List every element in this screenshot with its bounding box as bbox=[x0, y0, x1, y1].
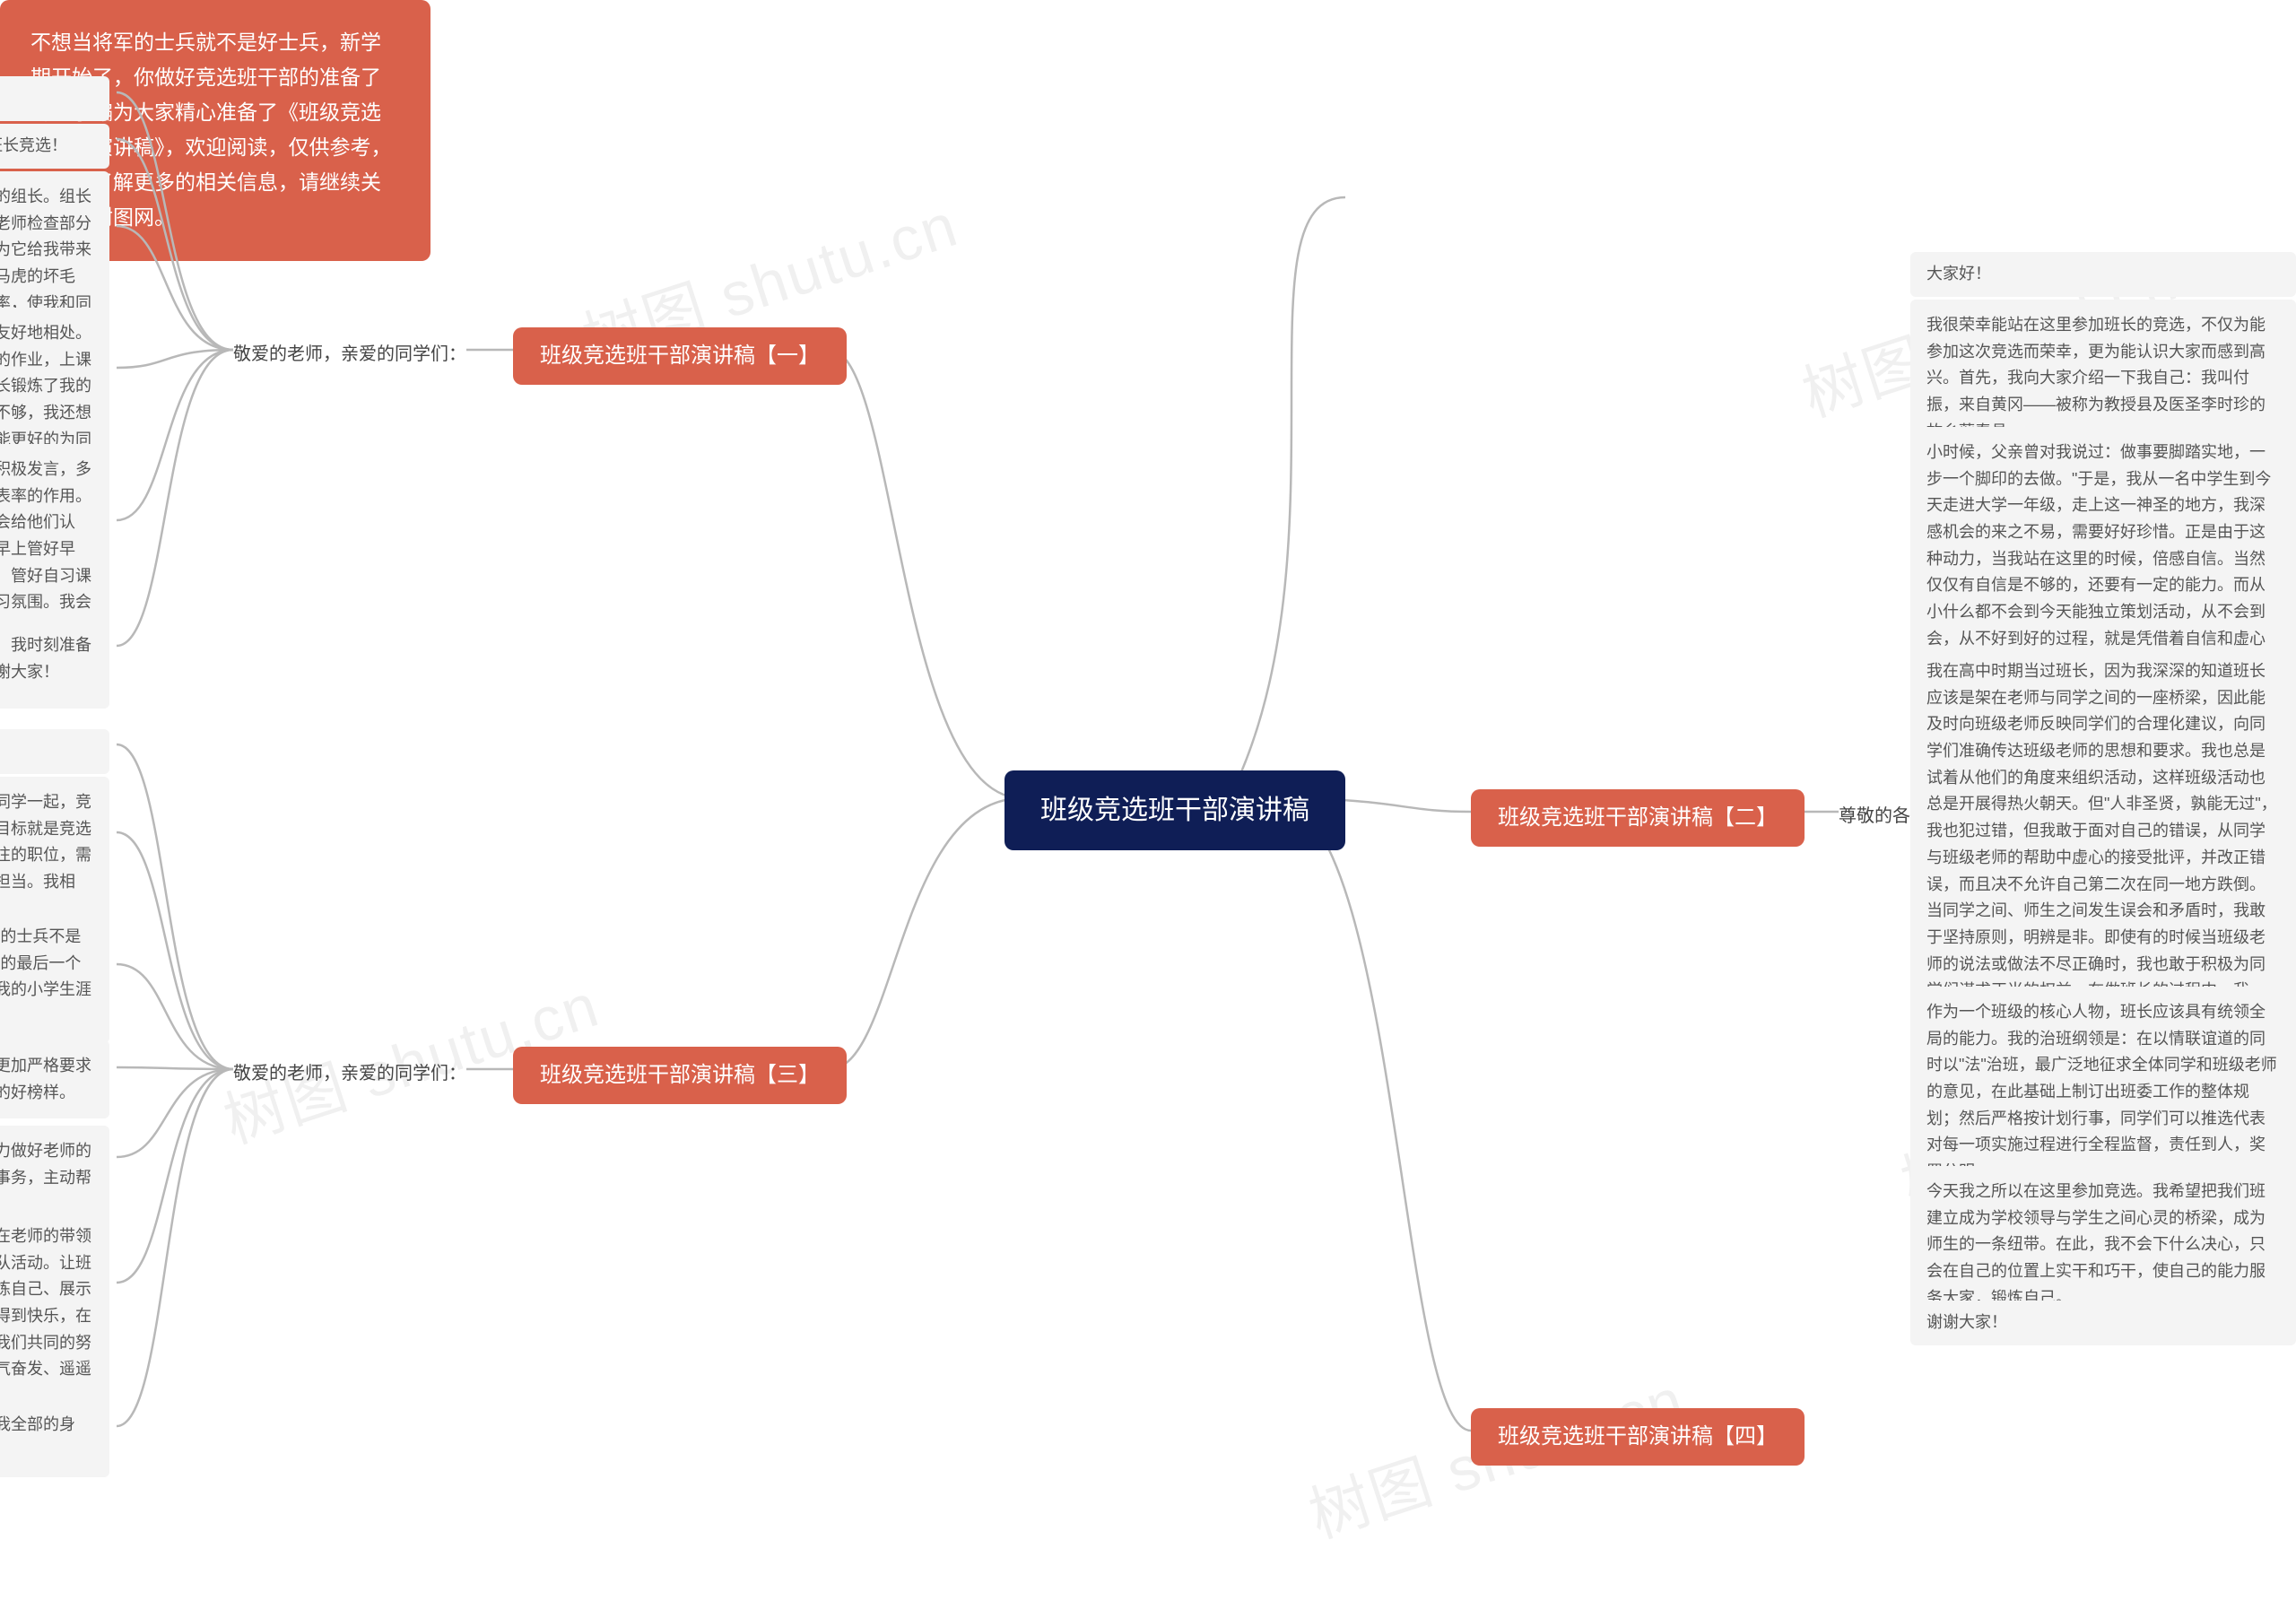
branch-1-label: 班级竞选班干部演讲稿【一】 bbox=[540, 340, 820, 372]
b2-leaf-6: 谢谢大家！ bbox=[1910, 1301, 2296, 1345]
branch-1: 班级竞选班干部演讲稿【一】 bbox=[513, 327, 847, 385]
b3-leaf-2: 拿破仑曾经说过："不想当将军的士兵不是好士兵。"这个学期是我们小学的最后一个学期… bbox=[0, 911, 109, 1043]
branch-1-sub: 敬爱的老师，亲爱的同学们： bbox=[233, 339, 466, 365]
b3-leaf-3: 假如我当上了班长，我一定会更加严格要求自己，好好学习，争做同学们的好榜样。 bbox=[0, 1040, 109, 1118]
b1-leaf-0: 大家好！ bbox=[0, 76, 109, 121]
branch-3-label: 班级竞选班干部演讲稿【三】 bbox=[540, 1059, 820, 1092]
branch-3: 班级竞选班干部演讲稿【三】 bbox=[513, 1047, 847, 1104]
branch-3-sub: 敬爱的老师，亲爱的同学们： bbox=[233, 1058, 466, 1084]
b1-leaf-5: 请大家给我投上宝贵的一票吧！我时刻准备着为班级、为同学们服务。谢谢大家！ bbox=[0, 620, 109, 698]
b2-leaf-0: 大家好！ bbox=[1910, 252, 2296, 297]
branch-2: 班级竞选班干部演讲稿【二】 bbox=[1471, 789, 1805, 847]
b1-leaf-1: 我叫xxx，今天，我在此参加班长竞选！ bbox=[0, 124, 109, 169]
branch-4-label: 班级竞选班干部演讲稿【四】 bbox=[1498, 1421, 1778, 1453]
branch-2-label: 班级竞选班干部演讲稿【二】 bbox=[1498, 802, 1778, 834]
b3-leaf-6: 希望大家能够支持我，我会将我全部的身心，再次奉献给大家！ bbox=[0, 1399, 109, 1477]
center-label: 班级竞选班干部演讲稿 bbox=[1040, 790, 1309, 831]
branch-4: 班级竞选班干部演讲稿【四】 bbox=[1471, 1408, 1805, 1466]
b3-leaf-5: 假如我当上了班长，我一定会在老师的带领下组织大家开展丰富多彩的班队活动。让班队活… bbox=[0, 1211, 109, 1423]
center-node: 班级竞选班干部演讲稿 bbox=[1004, 770, 1345, 850]
b3-leaf-0: 大家好！ bbox=[0, 729, 109, 774]
